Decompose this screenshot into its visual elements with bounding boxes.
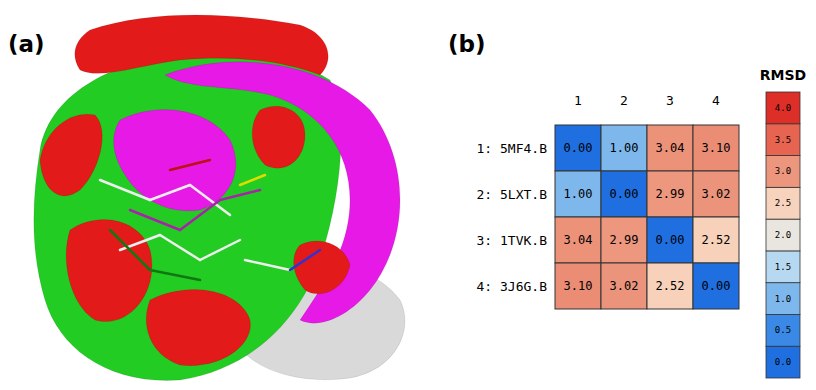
- colorbar-tick-label: 2.0: [775, 230, 791, 240]
- colorbar-tick-label: 0.5: [775, 325, 791, 335]
- heatmap-cell: [647, 263, 693, 309]
- colorbar-tick-label: 3.0: [775, 166, 791, 176]
- surface-red: [294, 241, 350, 294]
- panel-label: (a): [8, 31, 45, 57]
- column-label: 3: [666, 93, 674, 108]
- row-label: 1: 5MF4.B: [477, 141, 548, 156]
- surface-red: [40, 114, 102, 196]
- column-label: 1: [574, 93, 582, 108]
- ligand-bond: [180, 200, 220, 230]
- heatmap-cell: [555, 125, 601, 171]
- panel-label: (b): [448, 31, 486, 57]
- colorbar-title: RMSD: [760, 67, 806, 83]
- cell-label: 3.04: [564, 233, 593, 247]
- cell-label: 3.10: [564, 279, 593, 293]
- ligand-bond: [170, 160, 210, 170]
- surface-red: [146, 290, 250, 366]
- column-label: 2: [620, 93, 628, 108]
- colorbar-box: [766, 219, 800, 251]
- cell-label: 2.99: [656, 187, 685, 201]
- figure: (a) (b) 1 2 3 4 1: 5MF4.B 2: 5LXT.B 3: 1TVK.B 4: …: [0, 0, 816, 390]
- cell-label: 3.02: [610, 279, 639, 293]
- ligand-bond: [150, 270, 200, 280]
- surface-magenta: [165, 62, 400, 323]
- row-label: 3: 1TVK.B: [477, 233, 548, 248]
- cell-label: 2.52: [656, 279, 685, 293]
- ligand-bond: [200, 240, 240, 260]
- cell-label: 1.00: [564, 187, 593, 201]
- ligand-bond: [220, 190, 260, 200]
- heatmap-cell: [601, 171, 647, 217]
- ligand-bond: [110, 230, 150, 270]
- colorbar-tick-label: 4.0: [775, 103, 791, 113]
- colorbar-box: [766, 156, 800, 188]
- colorbar-box: [766, 251, 800, 283]
- colorbar-tick-label: 2.5: [775, 198, 791, 208]
- heatmap-cell: [555, 263, 601, 309]
- colorbar-box: [766, 283, 800, 315]
- cell-label: 3.10: [702, 141, 731, 155]
- heatmap-cell: [601, 263, 647, 309]
- colorbar-tick-label: 0.0: [775, 357, 791, 367]
- heatmap-cell: [693, 263, 739, 309]
- heatmap-cell: [693, 125, 739, 171]
- heatmap-cell: [601, 125, 647, 171]
- cell-label: 3.02: [702, 187, 731, 201]
- ligand-bond: [240, 175, 265, 185]
- heatmap-cell: [601, 217, 647, 263]
- heatmap-cell: [555, 217, 601, 263]
- row-label: 4: 3J6G.B: [477, 279, 548, 294]
- colorbar-box: [766, 124, 800, 156]
- cell-label: 0.00: [702, 279, 731, 293]
- heatmap: 1 2 3 4 1: 5MF4.B 2: 5LXT.B 3: 1TVK.B 4: 3J6G.B…: [477, 93, 739, 309]
- colorbar-tick-label: 1.5: [775, 262, 791, 272]
- surface-magenta: [114, 110, 236, 211]
- cell-label: 0.00: [564, 141, 593, 155]
- ligand-bond: [130, 210, 180, 230]
- ligand-bond: [150, 185, 190, 200]
- ligand-bond: [245, 260, 290, 270]
- colorbar: RMSD 0.0 0.5 1.0 1.5 2.0 2.5 3.0 3.5 4.0: [760, 67, 806, 378]
- heatmap-cell: [555, 171, 601, 217]
- colorbar-box: [766, 92, 800, 124]
- heatmap-cell: [693, 171, 739, 217]
- cell-label: 1.00: [610, 141, 639, 155]
- cell-label: 3.04: [656, 141, 685, 155]
- colorbar-tick-label: 3.5: [775, 135, 791, 145]
- cell-label: 0.00: [656, 233, 685, 247]
- heatmap-cell: [647, 171, 693, 217]
- cell-label: 0.00: [610, 187, 639, 201]
- colorbar-tick-label: 1.0: [775, 294, 791, 304]
- heatmap-cell: [647, 217, 693, 263]
- cell-label: 2.52: [702, 233, 731, 247]
- row-label: 2: 5LXT.B: [477, 187, 548, 202]
- heatmap-cell: [693, 217, 739, 263]
- surface-red: [252, 106, 305, 168]
- heatmap-cell: [647, 125, 693, 171]
- surface-red: [66, 220, 152, 322]
- molecular-surface: [34, 15, 405, 380]
- ligand-bond: [100, 180, 150, 200]
- colorbar-box: [766, 346, 800, 378]
- colorbar-box: [766, 314, 800, 346]
- ligand-bond: [160, 235, 200, 260]
- ligand-bond: [290, 250, 320, 270]
- cell-label: 2.99: [610, 233, 639, 247]
- column-label: 4: [712, 93, 720, 108]
- colorbar-box: [766, 187, 800, 219]
